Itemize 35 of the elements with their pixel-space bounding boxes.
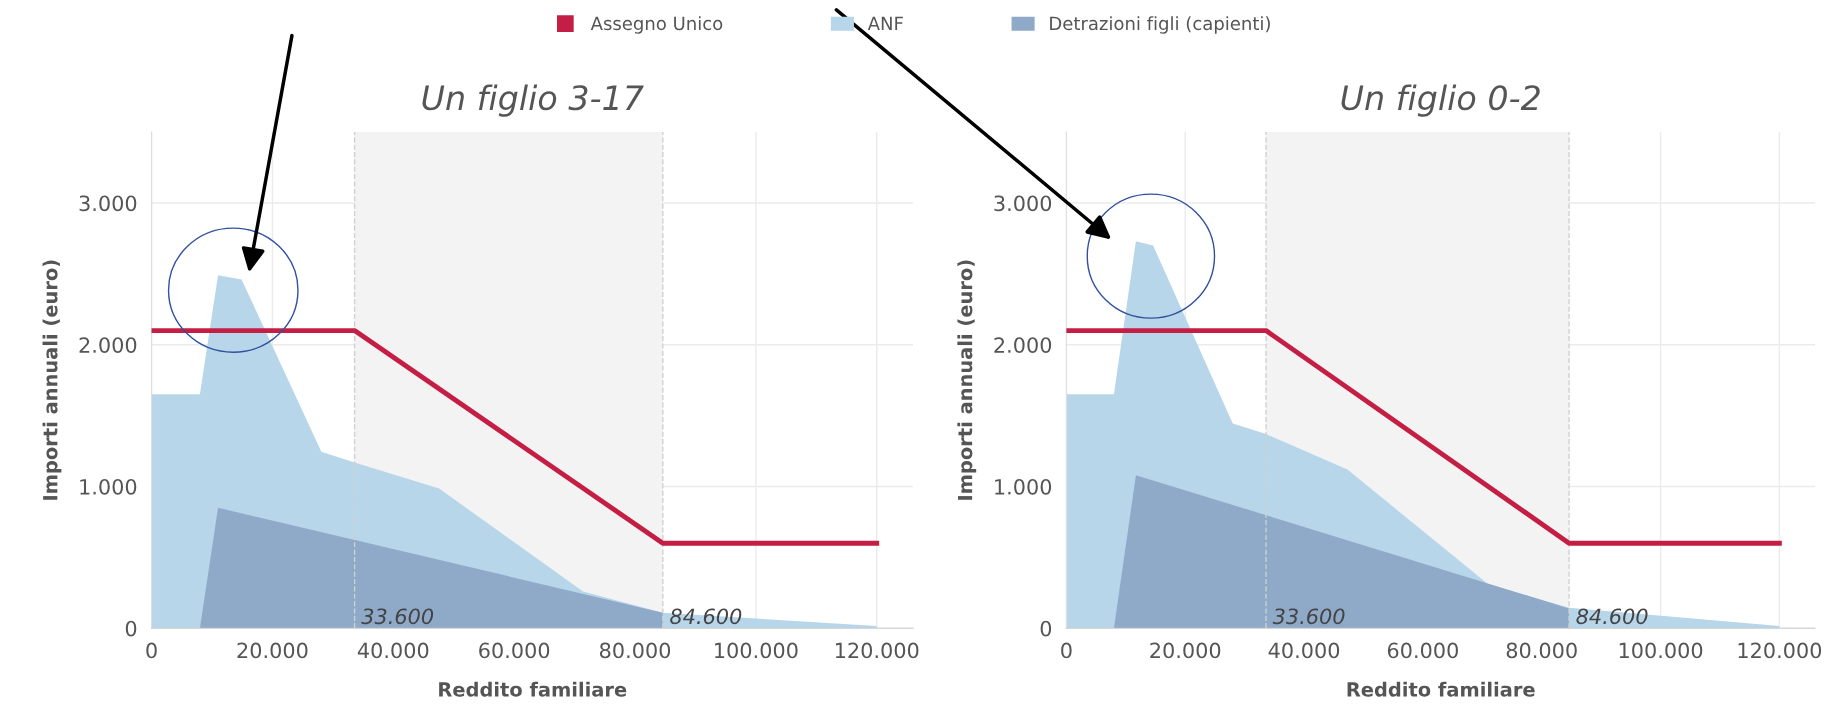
x-axis-title: Reddito familiare xyxy=(1347,681,1535,697)
x-tick-label: 40.000 xyxy=(1268,642,1340,659)
x-tick-label: 120.000 xyxy=(835,642,919,659)
x-tick-label: 80.000 xyxy=(1506,642,1577,659)
legend-label: Detrazioni figli (capienti) xyxy=(1050,16,1270,34)
y-tick-label: 0 xyxy=(1040,620,1052,637)
x-tick-label: 100.000 xyxy=(715,642,798,659)
chart-title: Un figlio 3-17 xyxy=(422,84,644,117)
y-tick-label: 3.000 xyxy=(79,195,137,212)
legend-label: ANF xyxy=(867,16,903,30)
x-tick-label: 60.000 xyxy=(479,642,550,659)
ref-line-label: 84.600 xyxy=(670,608,742,625)
ref-line-label: 84.600 xyxy=(1576,608,1648,625)
x-tick-label: 20.000 xyxy=(1150,642,1221,659)
x-tick-label: 120.000 xyxy=(1738,642,1822,659)
x-tick-label: 0 xyxy=(1061,642,1072,659)
ref-line-label: 33.600 xyxy=(1272,608,1345,625)
ref-line-label: 33.600 xyxy=(361,608,434,625)
x-tick-label: 100.000 xyxy=(1619,642,1703,659)
y-tick-label: 2.000 xyxy=(994,337,1052,353)
x-tick-label: 80.000 xyxy=(599,642,671,659)
x-tick-label: 40.000 xyxy=(357,642,429,659)
y-tick-label: 1.000 xyxy=(995,478,1052,495)
y-tick-label: 2.000 xyxy=(79,337,137,353)
y-tick-label: 0 xyxy=(125,620,137,637)
x-tick-label: 0 xyxy=(146,642,157,659)
legend-label: Assegno Unico xyxy=(590,16,723,34)
chart-title: Un figlio 0-2 xyxy=(1341,84,1540,117)
x-tick-label: 60.000 xyxy=(1387,642,1458,659)
y-tick-label: 1.000 xyxy=(80,478,137,495)
x-axis-title: Reddito familiare xyxy=(439,681,627,697)
y-axis-title: Importi annuali (euro) xyxy=(42,260,62,500)
y-tick-label: 3.000 xyxy=(994,195,1052,212)
x-tick-label: 20.000 xyxy=(237,642,308,659)
y-axis-title: Importi annuali (euro) xyxy=(957,260,977,500)
